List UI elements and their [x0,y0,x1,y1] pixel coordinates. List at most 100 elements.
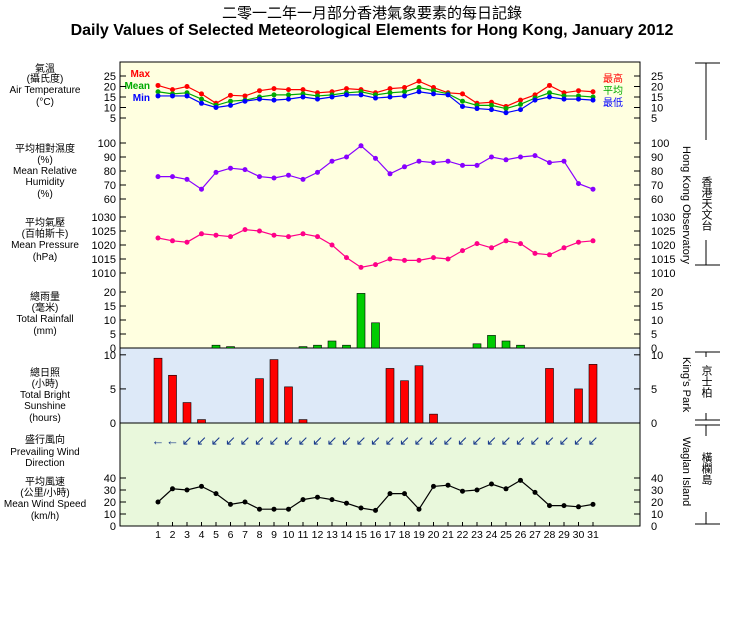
rainfall-tick-label-right: 10 [651,315,663,327]
pressure-point [228,234,233,240]
wind-speed-point [402,491,407,497]
pressure-point [489,245,494,251]
wind-dir-label-en2: Direction [25,458,64,469]
humidity-point [155,174,161,180]
humidity-point [184,176,190,182]
sunshine-tick-label-right: 10 [651,350,663,362]
day-label: 11 [298,529,309,541]
sunshine-unit: (hours) [29,413,61,424]
day-label: 12 [312,529,324,541]
temp-max-point [242,93,248,99]
day-label: 30 [573,529,585,541]
humidity-point [503,157,509,163]
wind-direction-arrow: ↙ [356,433,367,448]
temp-max-point [257,88,262,94]
rainfall-tick-label-right: 0 [651,343,657,355]
temp-min-point [474,106,480,112]
humidity-point [387,171,393,177]
wind_speed-tick-label-right: 30 [651,485,663,497]
wind-direction-arrow: ↙ [341,433,352,448]
temperature-tick-label-right: 25 [651,71,663,83]
day-label: 31 [587,529,599,541]
sunshine-bar [574,388,583,424]
rainfall-bar [371,322,380,349]
pressure-point [213,232,219,238]
wind-speed-unit-zh: (公里/小時) [20,487,69,499]
pressure-label-zh: 平均氣壓 [25,216,65,229]
rain-label-en: Total Rainfall [16,314,73,325]
wind-speed-unit: (km/h) [31,511,59,522]
pressure-point [532,250,538,256]
temp-min-point [286,96,291,102]
wind-direction-arrow: ↙ [370,433,381,448]
wind-speed-label-zh: 平均風速 [25,476,65,488]
humidity-point [257,174,262,180]
temp-min-point [590,97,596,103]
humidity-label-en1: Mean Relative [13,166,77,177]
rainfall-bar [516,344,525,349]
pressure-point [590,238,596,244]
pressure-point [445,256,451,262]
temperature-tick-label-left: 10 [104,103,116,115]
wind-direction-arrow: ↙ [530,433,541,448]
temp-max-point [387,86,393,92]
day-label: 5 [213,529,219,541]
kp-station-zh: 京士柏 [700,364,713,398]
pressure-tick-label-left: 1010 [92,268,116,280]
humidity-tick-label-left: 60 [104,194,116,206]
rainfall-bar [501,340,511,349]
rainfall-tick-label-left: 10 [104,315,116,327]
temp-label-en: Air Temperature [10,85,81,96]
hko-label-bg [680,140,724,240]
day-label: 13 [326,529,338,541]
pressure-point [242,227,248,233]
wind-direction-arrow: ↙ [414,433,425,448]
rain-unit: (mm) [33,326,56,337]
temp-max-point [155,82,161,88]
temp-max-point [518,97,523,103]
wind-speed-point [344,500,349,506]
wind-direction-arrow: ↙ [182,433,193,448]
humidity-point [373,155,378,161]
rainfall-bar [211,344,221,349]
pressure-tick-label-left: 1030 [92,212,116,224]
pressure-point [199,231,204,237]
day-label: 19 [413,529,425,541]
humidity-point [590,186,596,192]
humidity-point [460,162,465,168]
humidity-point [474,162,480,168]
day-label: 20 [428,529,440,541]
pressure-point [286,234,291,240]
wind-speed-label-en: Mean Wind Speed [4,499,86,510]
day-label: 17 [384,529,396,541]
humidity-point [344,154,349,160]
sunshine-bar [182,402,192,424]
rainfall-tick-label-left: 20 [104,287,116,299]
pressure-label-en: Mean Pressure [11,240,79,251]
temp-max-point [576,88,581,94]
pressure-point [329,242,335,248]
pressure-point [257,228,262,234]
wind-speed-point [532,489,538,495]
temp-min-point [416,89,422,95]
humidity-label-en2: Humidity [26,177,65,188]
temperature-tick-label-left: 5 [110,113,116,125]
pressure-point [155,235,161,241]
wind_speed-tick-label-left: 30 [104,485,116,497]
day-label: 22 [457,529,469,541]
wind-speed-point [242,499,248,505]
temp-mean-point [387,90,393,96]
humidity-point [199,186,204,192]
temperature-tick-label-right: 5 [651,113,657,125]
temp-min-point [547,94,552,100]
temp-max-point [286,87,291,93]
hko-panel-background [120,62,640,348]
sunshine-tick-label-left: 5 [110,384,116,396]
humidity-tick-label-left: 80 [104,166,116,178]
rainfall-bar [487,335,496,349]
wind-direction-arrow: ↙ [298,433,309,448]
wind-speed-point [489,481,494,487]
temp-min-point [242,98,248,104]
kings-park-panel-background [120,348,640,423]
